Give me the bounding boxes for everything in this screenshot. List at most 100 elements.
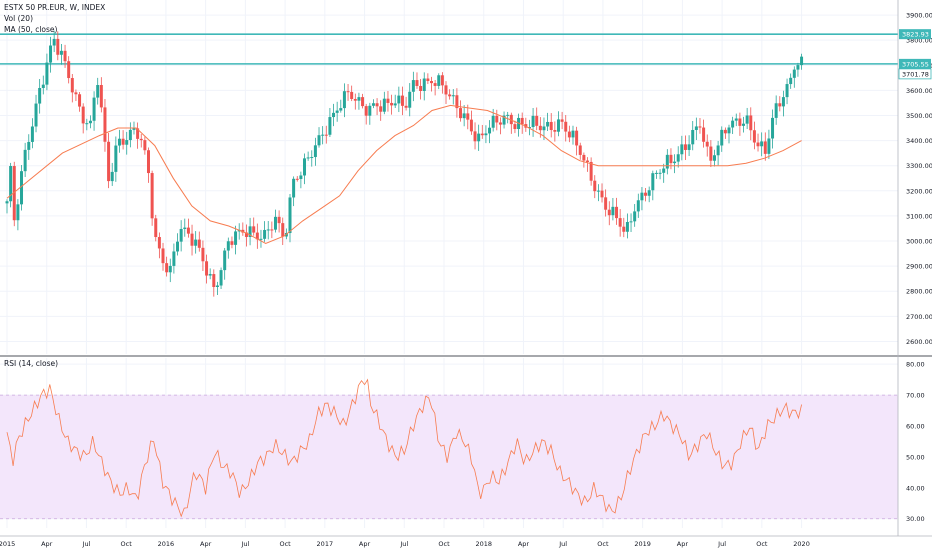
candle-body xyxy=(342,91,346,109)
candle-body xyxy=(266,229,270,231)
candle-body xyxy=(462,113,466,119)
candle-body xyxy=(324,134,328,136)
candle-body xyxy=(727,127,731,134)
price-tick-label: 2900.00 xyxy=(906,263,932,271)
candle-body xyxy=(212,274,216,287)
price-tick-label: 3000.00 xyxy=(906,238,932,246)
price-badge-label: 3705.55 xyxy=(902,60,929,68)
candle-body xyxy=(92,97,96,121)
price-tick-label: 2600.00 xyxy=(906,338,932,346)
time-tick-label: Apr xyxy=(200,540,212,548)
price-badge-label: 3823.93 xyxy=(902,31,929,39)
candle-body xyxy=(702,127,706,142)
rsi-band-fill xyxy=(0,395,898,519)
candle-body xyxy=(415,80,419,86)
candle-body xyxy=(644,192,648,196)
candle-body xyxy=(734,118,738,121)
candle-body xyxy=(81,106,85,124)
candle-body xyxy=(179,228,183,242)
time-tick-label: Oct xyxy=(597,540,609,548)
candle-body xyxy=(484,133,488,136)
candle-body xyxy=(306,157,310,159)
candle-body xyxy=(49,45,53,63)
candle-body xyxy=(698,126,702,128)
candle-body xyxy=(469,119,473,132)
candle-body xyxy=(451,95,455,97)
candle-body xyxy=(694,126,698,130)
symbol-line: ESTX 50 PR.EUR, W, INDEX xyxy=(4,3,106,12)
candle-body xyxy=(578,145,582,155)
last-price-badge-bg xyxy=(898,68,932,80)
candle-body xyxy=(716,145,720,156)
candle-body xyxy=(223,250,227,271)
candle-body xyxy=(168,265,172,273)
time-tick-label: Oct xyxy=(279,540,291,548)
candle-body xyxy=(542,126,546,131)
candle-body xyxy=(520,117,524,125)
rsi-line xyxy=(6,378,802,518)
candle-body xyxy=(712,155,716,161)
rsi-legend: RSI (14, close) xyxy=(4,358,58,369)
candle-body xyxy=(34,103,38,127)
candle-body xyxy=(473,131,477,142)
candle-body xyxy=(317,135,321,146)
candle-body xyxy=(527,127,531,129)
candle-body xyxy=(215,285,219,287)
time-tick-label: 2020 xyxy=(793,540,810,548)
price-tick-label: 3500.00 xyxy=(906,112,932,120)
candle-body xyxy=(633,211,637,222)
candle-body xyxy=(371,103,375,106)
candle-body xyxy=(139,138,143,141)
candle-body xyxy=(310,157,314,159)
time-tick-label: Jul xyxy=(399,540,408,548)
candle-body xyxy=(480,133,484,136)
candle-body xyxy=(535,115,539,126)
rsi-tick-label: 50.00 xyxy=(906,453,925,461)
vol-line: Vol (20) xyxy=(4,14,34,23)
candle-body xyxy=(386,98,390,103)
candle-body xyxy=(368,105,372,116)
price-tick-label: 3900.00 xyxy=(906,12,932,20)
candle-body xyxy=(440,75,444,86)
candle-body xyxy=(411,80,415,92)
candle-body xyxy=(491,115,495,128)
candle-body xyxy=(30,126,34,142)
candle-body xyxy=(408,91,412,108)
time-tick-label: Jul xyxy=(558,540,567,548)
candle-body xyxy=(194,239,198,246)
time-tick-label: Apr xyxy=(41,540,53,548)
candle-body xyxy=(41,84,45,88)
candle-body xyxy=(67,61,71,79)
candle-body xyxy=(549,121,553,131)
candle-body xyxy=(546,121,550,127)
ma-legend-line: MA (50, close) xyxy=(4,25,58,34)
ma-line xyxy=(6,104,802,245)
candle-body xyxy=(183,227,187,229)
candle-body xyxy=(361,97,365,107)
candle-body xyxy=(27,141,31,150)
candle-body xyxy=(433,83,437,86)
candle-body xyxy=(157,237,161,249)
candle-body xyxy=(20,171,24,205)
candle-body xyxy=(800,56,804,66)
rsi-tick-label: 70.00 xyxy=(906,392,925,400)
candle-body xyxy=(99,85,103,108)
candle-body xyxy=(745,115,749,124)
candle-body xyxy=(313,145,317,158)
price-badges: 3823.93 3705.55 3701.78 xyxy=(898,29,932,80)
candle-body xyxy=(607,209,611,216)
candle-body xyxy=(186,227,190,234)
candle-body xyxy=(219,270,223,286)
candle-body xyxy=(756,142,760,147)
candle-body xyxy=(52,38,56,46)
time-tick-label: Apr xyxy=(359,540,371,548)
chart-legend: ESTX 50 PR.EUR, W, INDEX Vol (20) MA (50… xyxy=(4,2,105,35)
candle-body xyxy=(640,192,644,201)
time-tick-label: Jul xyxy=(82,540,91,548)
candle-body xyxy=(785,84,789,98)
candle-body xyxy=(531,115,535,128)
candle-body xyxy=(647,190,651,196)
candle-body xyxy=(45,62,49,85)
candle-body xyxy=(382,98,386,112)
candle-body xyxy=(752,130,756,143)
